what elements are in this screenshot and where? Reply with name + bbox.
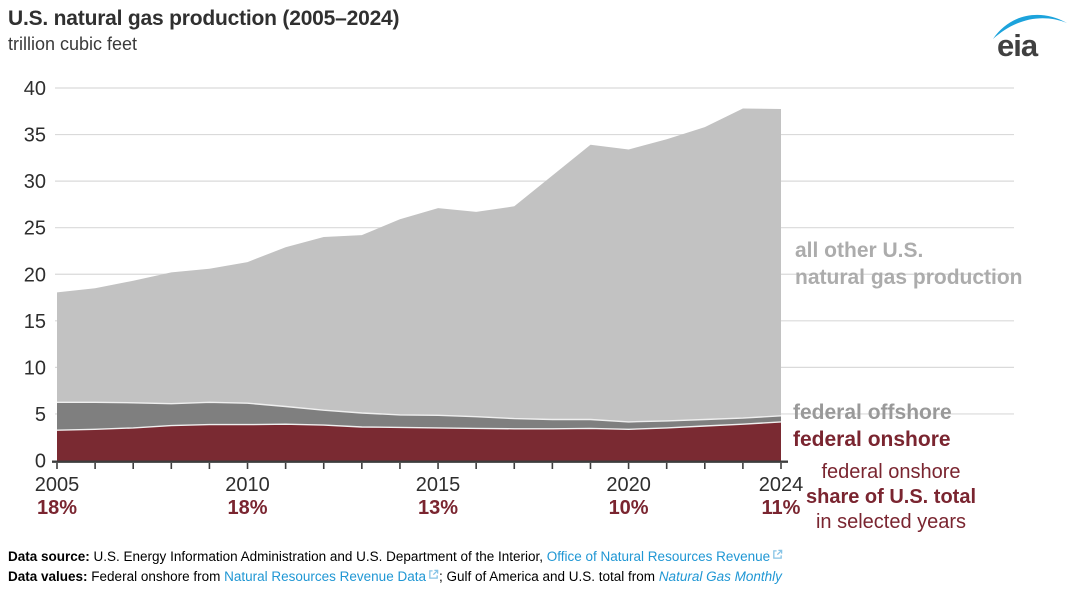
data-values-text1: Federal onshore from [87, 569, 225, 584]
federal-onshore-share-label: 13% [418, 497, 459, 519]
x-axis-year-label: 2005 [34, 474, 80, 496]
eia-logo-text: eia [997, 28, 1038, 63]
svg-text:10: 10 [24, 357, 46, 379]
series-label-federal-onshore: federal onshore [793, 428, 951, 451]
external-link-icon [772, 546, 783, 565]
x-axis-year-label: 2010 [225, 474, 270, 496]
eia-logo: eia [990, 6, 1070, 64]
svg-text:20: 20 [24, 264, 46, 286]
eia-logo-swoosh-icon [993, 14, 1067, 39]
svg-text:15: 15 [24, 311, 46, 333]
x-axis-label-group: 2024 11% [736, 474, 826, 520]
natural-gas-monthly-link[interactable]: Natural Gas Monthly [658, 569, 782, 584]
x-axis-year-label: 2024 [758, 474, 804, 496]
data-values-text2: ; Gulf of America and U.S. total from [438, 569, 659, 584]
federal-onshore-share-label: 10% [608, 497, 649, 519]
svg-text:25: 25 [24, 218, 46, 240]
x-axis-label-group: 2005 18% [12, 474, 102, 520]
federal-onshore-share-label: 11% [761, 497, 801, 519]
svg-text:40: 40 [24, 78, 46, 100]
x-axis-label-group: 2015 13% [393, 474, 483, 520]
data-source-label: Data source: [8, 549, 90, 564]
chart-units-subtitle: trillion cubic feet [8, 34, 138, 54]
external-link-icon [428, 566, 439, 585]
data-source-text: U.S. Energy Information Administration a… [89, 549, 547, 564]
footer-data-source-line: Data source: U.S. Energy Information Adm… [8, 546, 1072, 566]
page-title: U.S. natural gas production (2005–2024) [8, 7, 400, 30]
svg-text:5: 5 [35, 404, 46, 426]
x-axis-label-group: 2020 10% [584, 474, 674, 520]
series-label-all-other: all other U.S. natural gas production [795, 239, 1023, 289]
x-axis-year-label: 2020 [606, 474, 651, 496]
svg-text:35: 35 [24, 125, 46, 147]
federal-onshore-share-label: 18% [36, 497, 78, 519]
onrr-link[interactable]: Office of Natural Resources Revenue [546, 549, 771, 564]
nrrd-link[interactable]: Natural Resources Revenue Data [224, 569, 426, 584]
x-axis-year-label: 2015 [415, 474, 461, 496]
series-label-federal-offshore: federal offshore [793, 401, 952, 424]
footer: Data source: U.S. Energy Information Adm… [8, 546, 1072, 586]
x-axis-label-group: 2010 18% [203, 474, 293, 520]
federal-onshore-share-label: 18% [227, 497, 268, 519]
share-annotation: federal onshore share of U.S. total in s… [805, 461, 977, 533]
data-values-label: Data values: [8, 569, 88, 584]
svg-text:0: 0 [35, 451, 46, 473]
footer-data-values-line: Data values: Federal onshore from Natura… [8, 566, 1072, 586]
svg-text:30: 30 [24, 171, 46, 193]
